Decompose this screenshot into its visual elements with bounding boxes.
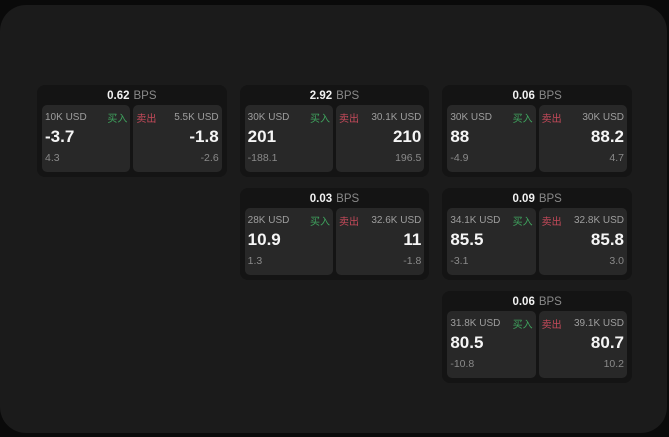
sell-amount: 30.1K USD bbox=[371, 112, 422, 123]
buy-panel[interactable]: 28K USD 买入 10.9 1.3 bbox=[244, 208, 333, 275]
buy-subvalue: -10.8 bbox=[450, 358, 475, 370]
bps-card: 0.06 BPS 31.8K USD 买入 80.5 -10.8 卖出 39.1… bbox=[442, 291, 632, 383]
buy-price: 88 bbox=[450, 127, 470, 146]
sell-price: 88.2 bbox=[590, 127, 625, 146]
bps-card: 0.03 BPS 28K USD 买入 10.9 1.3 卖出 32.6K US… bbox=[239, 188, 430, 280]
quote-panels: 10K USD 买入 -3.7 4.3 卖出 5.5K USD -1.8 -2.… bbox=[37, 105, 227, 177]
bps-card: 0.06 BPS 30K USD 买入 88 -4.9 卖出 30K USD 8… bbox=[442, 85, 632, 177]
sell-panel[interactable]: 卖出 30K USD 88.2 4.7 bbox=[538, 105, 628, 172]
sell-label: 卖出 bbox=[339, 217, 359, 228]
sell-subvalue: 4.7 bbox=[609, 152, 625, 164]
quote-panels: 31.8K USD 买入 80.5 -10.8 卖出 39.1K USD 80.… bbox=[442, 311, 632, 383]
buy-price: 85.5 bbox=[450, 230, 484, 249]
sell-price: 11 bbox=[403, 230, 422, 249]
buy-price: 10.9 bbox=[247, 230, 281, 249]
buy-price: -3.7 bbox=[45, 127, 75, 146]
quote-panels: 34.1K USD 买入 85.5 -3.1 卖出 32.8K USD 85.8… bbox=[442, 208, 632, 280]
buy-amount: 30K USD bbox=[247, 112, 290, 123]
bps-value: 0.09 bbox=[512, 193, 535, 205]
buy-panel[interactable]: 10K USD 买入 -3.7 4.3 bbox=[42, 105, 131, 172]
buy-subvalue: 1.3 bbox=[247, 255, 263, 267]
bps-card: 2.92 BPS 30K USD 买入 201 -188.1 卖出 30.1K … bbox=[239, 85, 430, 177]
buy-label: 买入 bbox=[512, 114, 533, 125]
bps-unit-label: BPS bbox=[538, 296, 562, 308]
buy-amount: 34.1K USD bbox=[450, 215, 501, 226]
card-header: 0.09 BPS bbox=[442, 188, 632, 208]
sell-price: 85.8 bbox=[590, 230, 625, 249]
sell-price: -1.8 bbox=[189, 127, 219, 146]
buy-amount: 28K USD bbox=[247, 215, 290, 226]
bps-value: 0.03 bbox=[309, 193, 333, 205]
bps-value: 0.06 bbox=[512, 296, 535, 308]
sell-amount: 5.5K USD bbox=[174, 112, 219, 123]
sell-amount: 32.6K USD bbox=[371, 215, 422, 226]
sell-subvalue: 196.5 bbox=[395, 152, 422, 164]
bps-value: 0.06 bbox=[512, 90, 535, 102]
buy-panel[interactable]: 30K USD 买入 88 -4.9 bbox=[447, 105, 536, 172]
bps-unit-label: BPS bbox=[538, 193, 562, 205]
buy-price: 80.5 bbox=[450, 333, 484, 352]
sell-panel[interactable]: 卖出 32.8K USD 85.8 3.0 bbox=[538, 208, 628, 275]
bps-card: 0.62 BPS 10K USD 买入 -3.7 4.3 卖出 5.5K USD… bbox=[37, 85, 227, 177]
buy-label: 买入 bbox=[310, 217, 330, 228]
bps-unit-label: BPS bbox=[336, 193, 360, 205]
buy-subvalue: -188.1 bbox=[247, 152, 278, 164]
bps-unit-label: BPS bbox=[336, 90, 360, 102]
sell-panel[interactable]: 卖出 32.6K USD 11 -1.8 bbox=[336, 208, 425, 275]
sell-subvalue: -1.8 bbox=[403, 255, 422, 267]
sell-label: 卖出 bbox=[136, 114, 157, 125]
sell-price: 210 bbox=[392, 127, 422, 146]
buy-panel[interactable]: 31.8K USD 买入 80.5 -10.8 bbox=[447, 311, 536, 378]
quote-panels: 30K USD 买入 88 -4.9 卖出 30K USD 88.2 4.7 bbox=[442, 105, 632, 177]
buy-subvalue: -3.1 bbox=[450, 255, 469, 267]
quote-panels: 28K USD 买入 10.9 1.3 卖出 32.6K USD 11 -1.8 bbox=[240, 208, 430, 280]
buy-label: 买入 bbox=[310, 114, 330, 125]
sell-label: 卖出 bbox=[541, 114, 562, 125]
buy-panel[interactable]: 30K USD 买入 201 -188.1 bbox=[244, 105, 333, 172]
buy-price: 201 bbox=[247, 127, 277, 146]
sell-label: 卖出 bbox=[541, 217, 562, 228]
bps-value: 0.62 bbox=[107, 90, 130, 102]
buy-amount: 10K USD bbox=[45, 112, 87, 123]
bps-unit-label: BPS bbox=[538, 90, 562, 102]
buy-label: 买入 bbox=[107, 114, 128, 125]
sell-label: 卖出 bbox=[541, 320, 562, 331]
card-header: 0.06 BPS bbox=[442, 85, 632, 105]
buy-subvalue: 4.3 bbox=[45, 152, 60, 164]
card-header: 0.03 BPS bbox=[240, 188, 430, 208]
sell-subvalue: 10.2 bbox=[603, 358, 625, 370]
sell-subvalue: -2.6 bbox=[200, 152, 219, 164]
sell-amount: 32.8K USD bbox=[573, 215, 625, 226]
sell-label: 卖出 bbox=[339, 114, 359, 125]
card-header: 2.92 BPS bbox=[240, 85, 430, 105]
buy-amount: 30K USD bbox=[450, 112, 493, 123]
card-header: 0.06 BPS bbox=[442, 291, 632, 311]
sell-amount: 30K USD bbox=[582, 112, 625, 123]
card-header: 0.62 BPS bbox=[37, 85, 227, 105]
cards-grid: 0.62 BPS 10K USD 买入 -3.7 4.3 卖出 5.5K USD… bbox=[37, 85, 632, 383]
buy-panel[interactable]: 34.1K USD 买入 85.5 -3.1 bbox=[447, 208, 536, 275]
sell-amount: 39.1K USD bbox=[573, 318, 625, 329]
sell-panel[interactable]: 卖出 39.1K USD 80.7 10.2 bbox=[538, 311, 628, 378]
app-window: 0.62 BPS 10K USD 买入 -3.7 4.3 卖出 5.5K USD… bbox=[0, 5, 667, 433]
bps-value: 2.92 bbox=[309, 90, 333, 102]
sell-panel[interactable]: 卖出 30.1K USD 210 196.5 bbox=[336, 105, 425, 172]
buy-label: 买入 bbox=[512, 320, 533, 331]
buy-label: 买入 bbox=[512, 217, 533, 228]
sell-panel[interactable]: 卖出 5.5K USD -1.8 -2.6 bbox=[133, 105, 222, 172]
sell-subvalue: 3.0 bbox=[609, 255, 625, 267]
bps-unit-label: BPS bbox=[133, 90, 157, 102]
bps-card: 0.09 BPS 34.1K USD 买入 85.5 -3.1 卖出 32.8K… bbox=[442, 188, 632, 280]
quote-panels: 30K USD 买入 201 -188.1 卖出 30.1K USD 210 1… bbox=[240, 105, 430, 177]
buy-amount: 31.8K USD bbox=[450, 318, 501, 329]
sell-price: 80.7 bbox=[590, 333, 625, 352]
buy-subvalue: -4.9 bbox=[450, 152, 469, 164]
